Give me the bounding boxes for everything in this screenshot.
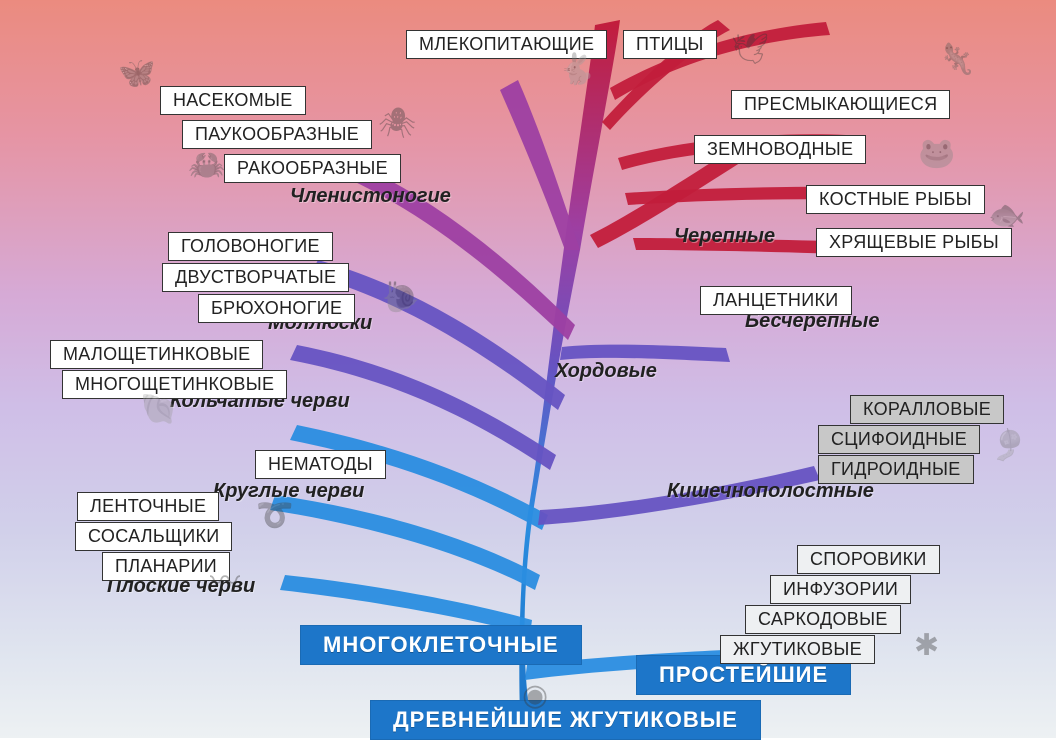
lbl-lancelets: ЛАНЦЕТНИКИ bbox=[700, 286, 852, 315]
frog-icon: 🐸 bbox=[918, 136, 955, 171]
shell-icon: 🐚 bbox=[140, 392, 177, 427]
root-ancient-flagellates: ДРЕВНЕЙШИЕ ЖГУТИКОВЫЕ bbox=[370, 700, 761, 740]
lbl-oligochaeta: МАЛОЩЕТИНКОВЫЕ bbox=[50, 340, 263, 369]
butterfly-icon: 🦋 bbox=[118, 56, 155, 91]
jellyfish-icon: 🎐 bbox=[990, 428, 1027, 463]
lbl-flukes: СОСАЛЬЩИКИ bbox=[75, 522, 232, 551]
lbl-insects: НАСЕКОМЫЕ bbox=[160, 86, 306, 115]
cat-craniates: Черепные bbox=[674, 225, 775, 248]
spiral-icon: ➰ bbox=[256, 498, 293, 533]
lbl-tapeworms: ЛЕНТОЧНЫЕ bbox=[77, 492, 219, 521]
lbl-arachnids: ПАУКООБРАЗНЫЕ bbox=[182, 120, 372, 149]
cat-chordates: Хордовые bbox=[555, 360, 657, 383]
lbl-crustaceans: РАКООБРАЗНЫЕ bbox=[224, 154, 401, 183]
lbl-sporozoa: СПОРОВИКИ bbox=[797, 545, 940, 574]
bird-icon: 🕊 bbox=[731, 32, 769, 67]
lizard-icon: 🦎 bbox=[938, 42, 975, 77]
lbl-birds: ПТИЦЫ bbox=[623, 30, 717, 59]
lbl-reptiles: ПРЕСМЫКАЮЩИЕСЯ bbox=[731, 90, 950, 119]
lbl-ciliates: ИНФУЗОРИИ bbox=[770, 575, 911, 604]
lbl-bivalves: ДВУСТВОРЧАТЫЕ bbox=[162, 263, 349, 292]
snail-icon: 🐌 bbox=[382, 280, 419, 315]
lbl-cartilfish: ХРЯЩЕВЫЕ РЫБЫ bbox=[816, 228, 1012, 257]
lbl-sarcodina: САРКОДОВЫЕ bbox=[745, 605, 901, 634]
lbl-bonyfish: КОСТНЫЕ РЫБЫ bbox=[806, 185, 985, 214]
cell-icon: ◉ bbox=[522, 678, 548, 713]
lbl-cephalopods: ГОЛОВОНОГИЕ bbox=[168, 232, 333, 261]
crab-icon: 🦀 bbox=[188, 148, 225, 183]
lbl-hydrozoa: ГИДРОИДНЫЕ bbox=[818, 455, 974, 484]
rabbit-icon: 🐇 bbox=[558, 52, 595, 87]
lbl-scyphozoa: СЦИФОИДНЫЕ bbox=[818, 425, 980, 454]
worm-icon: 〰 bbox=[210, 556, 240, 600]
lbl-corals: КОРАЛЛОВЫЕ bbox=[850, 395, 1004, 424]
lbl-nematodes: НЕМАТОДЫ bbox=[255, 450, 386, 479]
lbl-gastropods: БРЮХОНОГИЕ bbox=[198, 294, 355, 323]
spider-icon: 🕷 bbox=[378, 106, 416, 141]
cat-arthropods: Членистоногие bbox=[290, 185, 451, 208]
amoeba-icon: ✱ bbox=[914, 628, 939, 663]
fish-icon: 🐟 bbox=[988, 198, 1025, 233]
root-multicellular: МНОГОКЛЕТОЧНЫЕ bbox=[300, 625, 582, 665]
lbl-amphibians: ЗЕМНОВОДНЫЕ bbox=[694, 135, 866, 164]
lbl-flagellates: ЖГУТИКОВЫЕ bbox=[720, 635, 875, 664]
